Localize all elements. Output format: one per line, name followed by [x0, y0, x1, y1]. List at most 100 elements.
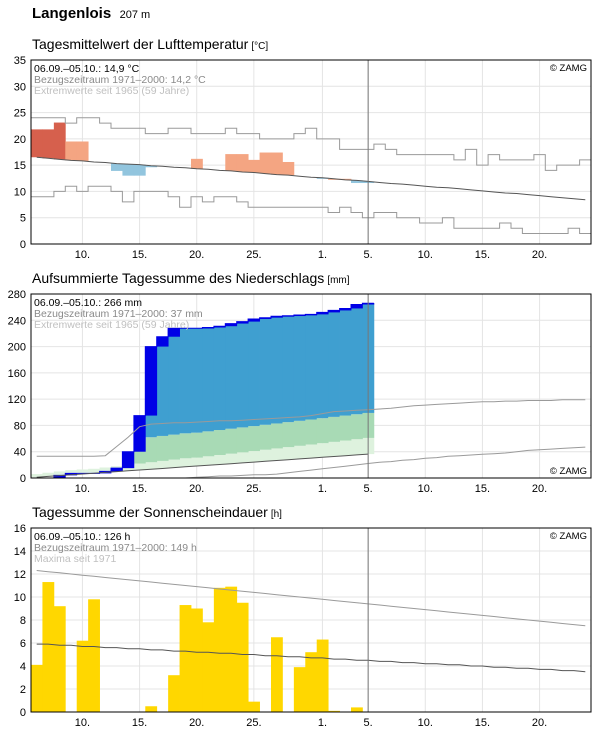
daily-increment-bar — [122, 451, 135, 469]
far-above-normal-area — [179, 328, 192, 434]
far-above-normal-area — [339, 308, 352, 416]
cold-anomaly-bar — [122, 164, 135, 176]
y-tick-label: 0 — [20, 239, 26, 251]
y-tick-label: 240 — [8, 315, 26, 327]
above-normal-band — [305, 419, 318, 445]
cold-anomaly-bar — [351, 180, 363, 184]
above-normal-band — [202, 431, 215, 457]
far-above-normal-area — [316, 312, 329, 419]
daily-increment-bar — [351, 304, 363, 309]
copyright-label: © ZAMG — [550, 63, 587, 74]
warm-anomaly-bar — [271, 152, 283, 175]
x-tick-label: 25. — [246, 483, 261, 495]
x-tick-label: 15. — [132, 717, 147, 729]
x-tick-label: 10. — [75, 717, 90, 729]
sunshine-bar — [191, 608, 203, 712]
daily-increment-bar — [259, 317, 272, 319]
y-tick-label: 15 — [14, 160, 26, 172]
normal-range-band — [145, 462, 158, 470]
x-tick-label: 25. — [246, 717, 261, 729]
daily-increment-bar — [168, 328, 180, 337]
normal-range-band — [328, 441, 340, 457]
above-normal-band — [145, 437, 158, 463]
plot-frame — [30, 293, 592, 479]
y-tick-label: 35 — [14, 55, 26, 67]
y-tick-label: 0 — [20, 707, 26, 719]
y-tick-label: 280 — [8, 289, 26, 301]
x-tick-label: 20. — [532, 483, 547, 495]
cold-anomaly-bar — [133, 164, 146, 176]
daily-increment-bar — [225, 323, 238, 327]
normal-range-band — [53, 471, 66, 476]
above-normal-band — [282, 422, 295, 448]
max-extreme-line — [36, 399, 586, 457]
normal-range-band — [225, 453, 238, 464]
normal-range-band — [179, 458, 192, 467]
far-above-normal-area — [305, 314, 318, 420]
sunshine-chart: 0 2 4 6 8 10 12 14 16 10. 15. 20. 25. 1. 5. 10. 15. 20. 06… — [14, 523, 592, 729]
normal-range-band — [305, 444, 318, 459]
x-tick-label: 15. — [132, 483, 147, 495]
cold-anomaly-bar — [111, 163, 123, 171]
y-tick-label: 16 — [14, 523, 26, 535]
x-tick-label: 15. — [132, 249, 147, 261]
above-normal-band — [179, 433, 192, 459]
normal-range-band — [248, 451, 260, 463]
warm-anomaly-bar — [225, 154, 238, 171]
x-tick-label: 20. — [189, 249, 204, 261]
warm-anomaly-bar — [236, 154, 249, 172]
daily-increment-bar — [156, 336, 169, 347]
normal-range-band — [259, 449, 272, 462]
max-extreme-line — [31, 117, 591, 171]
far-above-normal-area — [351, 304, 363, 415]
normal-range-band — [316, 443, 329, 458]
sunshine-bar — [53, 606, 66, 712]
sunshine-unit: [h] — [270, 509, 282, 520]
climate-mean-line — [36, 643, 586, 673]
daily-increment-bar — [202, 327, 215, 329]
daily-increment-bar — [133, 415, 146, 452]
above-normal-band — [191, 432, 203, 458]
above-normal-band — [328, 416, 340, 442]
far-above-normal-area — [259, 317, 272, 425]
daily-increment-bar — [145, 346, 158, 416]
above-normal-band — [236, 427, 249, 453]
above-normal-band — [293, 420, 306, 446]
y-tick-label: 160 — [8, 368, 26, 380]
plot-frame — [30, 59, 592, 245]
normal-range-band — [351, 439, 363, 455]
info-current-period: 06.09.–05.10.: 266 mm — [34, 297, 142, 309]
above-normal-band — [225, 428, 238, 454]
above-normal-band — [156, 435, 169, 461]
x-tick-label: 15. — [475, 483, 490, 495]
normal-range-band — [202, 456, 215, 466]
normal-range-band — [65, 470, 78, 475]
x-tick-label: 15. — [475, 249, 490, 261]
y-tick-label: 2 — [20, 684, 26, 696]
station-header: Langenlois 207 m — [32, 5, 150, 23]
sunshine-bar — [351, 707, 363, 712]
info-current-period: 06.09.–05.10.: 126 h — [34, 531, 130, 543]
sunshine-bar — [88, 599, 100, 712]
y-tick-label: 8 — [20, 615, 26, 627]
info-extremes: Extremwerte seit 1965 (59 Jahre) — [34, 319, 189, 331]
far-above-normal-area — [213, 326, 226, 431]
warm-anomaly-bar — [53, 122, 66, 160]
station-elevation: 207 m — [119, 9, 151, 21]
warm-anomaly-bar — [282, 161, 295, 176]
sunshine-bar — [213, 587, 226, 712]
far-above-normal-area — [168, 328, 180, 435]
sunshine-bar — [168, 675, 180, 712]
y-tick-label: 30 — [14, 81, 26, 93]
far-above-normal-area — [156, 336, 169, 436]
daily-increment-bar — [293, 315, 306, 317]
daily-increment-bar — [236, 321, 249, 324]
warm-anomaly-bar — [339, 178, 352, 180]
normal-range-band — [213, 455, 226, 465]
sunshine-bar — [271, 637, 283, 712]
warm-anomaly-bar — [191, 158, 203, 169]
x-tick-label: 5. — [364, 249, 373, 261]
x-tick-label: 10. — [418, 483, 433, 495]
warm-anomaly-bar — [42, 129, 55, 159]
daily-increment-bar — [111, 468, 123, 472]
